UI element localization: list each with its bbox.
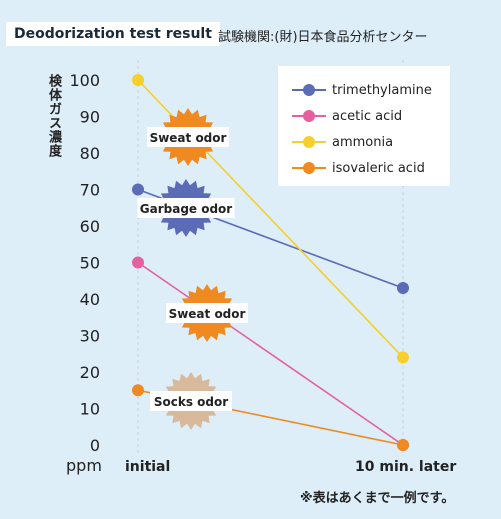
legend-item-ammonia: ammonia	[292, 132, 393, 152]
data-point	[132, 384, 144, 397]
y-tick-label: 40	[80, 290, 100, 309]
y-tick-label: 50	[80, 254, 100, 273]
y-tick-label: 10	[80, 400, 100, 419]
legend-item-acetic-acid: acetic acid	[292, 106, 402, 126]
y-tick-label: 70	[80, 181, 100, 200]
legend-label: trimethylamine	[332, 82, 432, 98]
legend-swatch-trimethylamine	[292, 84, 326, 96]
badge-label: Socks odor	[154, 395, 228, 409]
y-tick-label: 0	[90, 436, 100, 455]
legend-label: isovaleric acid	[332, 160, 425, 176]
badge-label-bg	[137, 198, 235, 218]
legend-item-trimethylamine: trimethylamine	[292, 80, 432, 100]
chart-legend: trimethylamine acetic acid ammonia isova…	[278, 66, 450, 186]
badge-label-bg	[147, 127, 229, 147]
legend-item-isovaleric-acid: isovaleric acid	[292, 158, 425, 178]
data-point	[397, 351, 409, 364]
data-point	[397, 282, 409, 295]
badge-label-bg	[166, 303, 248, 323]
data-point	[132, 256, 144, 269]
badge-label: Sweat odor	[150, 131, 227, 145]
data-point	[397, 439, 409, 451]
series-line-1	[137, 261, 404, 446]
y-tick-label: 30	[80, 327, 100, 346]
data-point	[132, 74, 144, 86]
footnote: ※表はあくまで一例です。	[300, 491, 455, 506]
legend-swatch-acetic-acid	[292, 110, 326, 122]
badge-label: Garbage odor	[140, 202, 233, 216]
legend-label: ammonia	[332, 134, 394, 150]
y-tick-label: 60	[80, 217, 100, 236]
x-tick-label: initial	[125, 459, 170, 475]
y-tick-label: 20	[80, 363, 100, 382]
legend-swatch-ammonia	[292, 136, 326, 148]
data-point	[132, 183, 144, 196]
legend-label: acetic acid	[332, 108, 403, 124]
y-tick-label: 80	[80, 144, 100, 163]
badge-label-bg	[150, 391, 232, 411]
legend-swatch-isovaleric-acid	[292, 162, 326, 174]
y-tick-label: 100	[69, 71, 100, 90]
chart-title: Deodorization test result	[6, 22, 220, 46]
x-tick-label: 10 min. later	[355, 459, 456, 475]
chart-subtitle: 試験機関:(財)日本食品分析センター	[218, 30, 428, 45]
y-axis-label: 検体ガス濃度	[46, 74, 61, 158]
y-tick-label: 90	[80, 108, 100, 127]
badge-label: Sweat odor	[169, 307, 246, 321]
